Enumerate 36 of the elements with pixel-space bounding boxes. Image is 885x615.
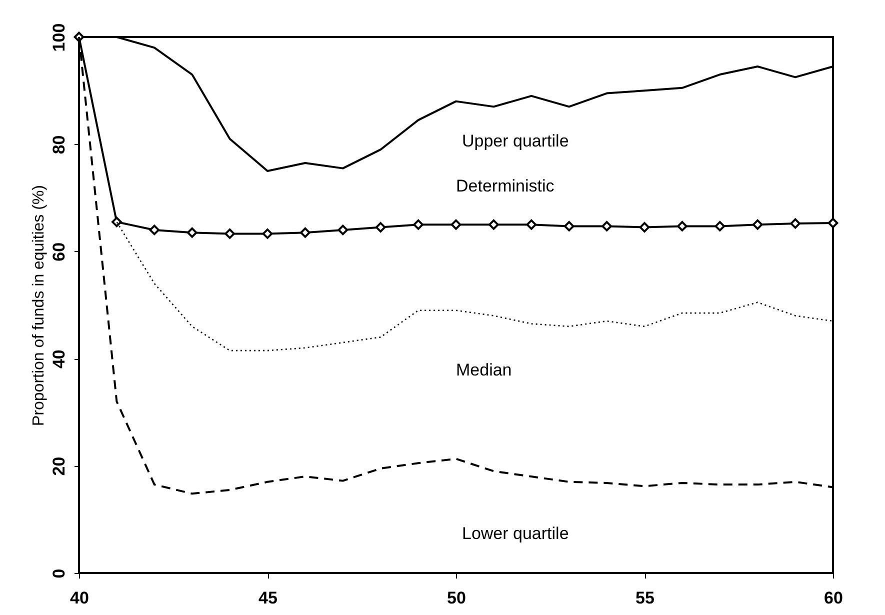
point (602, 221, 612, 232)
point (450, 219, 462, 230)
x-tick-label: 40 (70, 588, 89, 608)
x-tick-label: 45 (258, 588, 278, 608)
y-tick-label: 80 (50, 135, 68, 154)
point (300, 227, 310, 238)
point (224, 228, 235, 239)
point (338, 224, 348, 236)
point (262, 228, 273, 239)
y-tick-label: 100 (50, 23, 68, 52)
series-label: Upper quartile (462, 131, 569, 150)
x-tick-label: 60 (824, 588, 843, 608)
text: Lower quartile (462, 524, 569, 543)
point (375, 222, 386, 232)
x-tick-label: 50 (447, 588, 466, 608)
series-label: Deterministic (456, 176, 555, 196)
point (488, 219, 499, 230)
point (112, 216, 122, 228)
point (526, 219, 537, 230)
point (714, 221, 726, 232)
point (149, 224, 160, 236)
y-tick-label: 0 (50, 568, 68, 578)
point (828, 218, 838, 228)
point (564, 221, 574, 232)
y-tick-label: 20 (50, 456, 68, 476)
point (790, 218, 800, 229)
text: Median (456, 360, 512, 380)
point (413, 219, 424, 230)
x-tick-label: 55 (636, 588, 654, 608)
point (639, 222, 650, 232)
y-axis-title: Proportion of funds in equities (%) (30, 184, 48, 426)
y-tick-label: 60 (50, 242, 68, 262)
point (677, 221, 688, 232)
point (752, 219, 763, 230)
point (186, 227, 198, 238)
y-tick-label: 40 (50, 350, 68, 369)
